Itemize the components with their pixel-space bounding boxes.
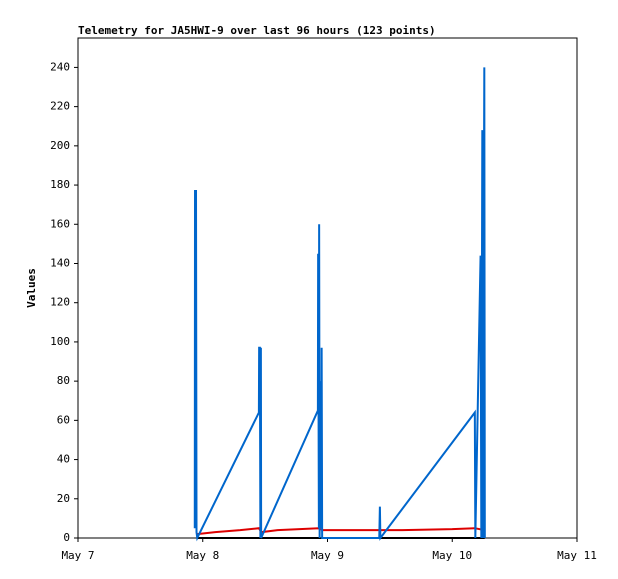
y-tick-label: 80	[57, 374, 70, 387]
x-tick-label: May 7	[61, 549, 94, 562]
x-tick-label: May 10	[432, 549, 472, 562]
y-tick-label: 220	[50, 100, 70, 113]
plot-frame	[77, 37, 578, 539]
y-tick-label: 0	[63, 531, 70, 544]
series-line	[197, 527, 485, 536]
y-tick-label: 40	[57, 453, 70, 466]
y-tick-label: 180	[50, 178, 70, 191]
y-tick-label: 200	[50, 139, 70, 152]
y-tick-label: 240	[50, 60, 70, 73]
x-tick-label: May 9	[311, 549, 344, 562]
y-tick-label: 60	[57, 413, 70, 426]
series-line	[193, 67, 486, 542]
y-tick-label: 140	[50, 256, 70, 269]
y-tick-label: 100	[50, 335, 70, 348]
chart-title: Telemetry for JA5HWI-9 over last 96 hour…	[78, 24, 436, 37]
y-axis-label: Values	[25, 268, 38, 308]
y-tick-label: 120	[50, 296, 70, 309]
y-tick-label: 20	[57, 492, 70, 505]
y-tick-label: 160	[50, 217, 70, 230]
x-tick-label: May 8	[186, 549, 219, 562]
x-tick-label: May 11	[557, 549, 597, 562]
